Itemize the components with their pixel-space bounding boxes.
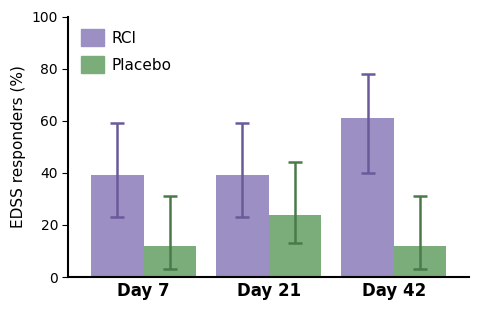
Bar — [216, 175, 269, 277]
Bar — [144, 246, 196, 277]
Y-axis label: EDSS responders (%): EDSS responders (%) — [11, 65, 26, 228]
Bar — [394, 246, 446, 277]
Bar — [91, 175, 144, 277]
Bar — [269, 215, 321, 277]
Legend: RCI, Placebo: RCI, Placebo — [76, 24, 176, 78]
Bar — [341, 118, 394, 277]
